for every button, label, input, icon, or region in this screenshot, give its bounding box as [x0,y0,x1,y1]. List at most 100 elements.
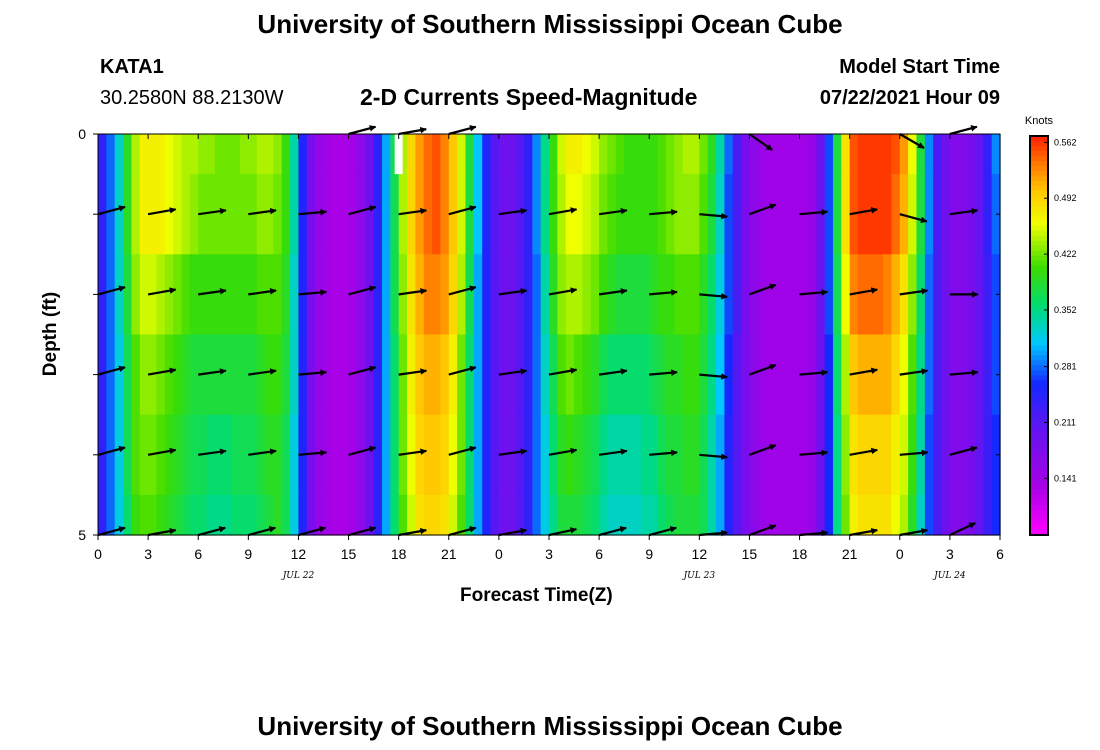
heatmap-cell [273,494,283,536]
heatmap-cell [189,174,199,255]
heatmap-cell [866,414,876,496]
heatmap-cell [156,254,166,336]
heatmap-cell [816,254,826,336]
current-vector-arrow [348,125,377,136]
heatmap-cell [590,494,600,536]
heatmap-cell [515,494,525,536]
heatmap-cell [674,134,684,175]
heatmap-cell [231,334,241,416]
heatmap-cell [331,174,341,255]
heatmap-cell [774,134,784,175]
heatmap-cell [716,414,725,496]
heatmap-cell [690,494,700,536]
colorbar-tick-label: 0.352 [1054,305,1077,315]
heatmap-cell [373,134,383,175]
heatmap-cell [164,494,174,536]
current-vector-arrow [699,293,728,300]
heatmap-cell [523,334,533,416]
heatmap-cell [365,494,375,536]
heatmap-cell [632,334,642,416]
heatmap-cell [858,174,867,255]
heatmap-cell [265,334,274,416]
heatmap-cell [398,134,408,175]
heatmap-cell [540,334,550,416]
heatmap-cell [423,254,433,336]
heatmap-cell [306,174,316,255]
heatmap-cell [189,134,199,175]
heatmap-cell [607,254,617,336]
x-tick-label: 9 [645,546,653,562]
heatmap-cell [582,414,592,496]
heatmap-cell [824,134,834,175]
colorbar-swatch [1030,210,1048,217]
heatmap-cell [565,494,575,536]
heatmap-cell [440,494,450,536]
heatmap-cell [958,134,968,175]
heatmap-cell [214,254,224,336]
heatmap-cell [607,494,617,536]
x-tick-label: 3 [144,546,152,562]
heatmap-cell [214,174,224,255]
heatmap-cell [281,134,291,175]
heatmap-cell [139,174,149,255]
heatmap-cell [106,174,116,255]
heatmap-cell [306,254,316,336]
heatmap-cell [590,414,600,496]
colorbar-swatch [1030,165,1048,172]
colorbar-swatch [1030,170,1048,177]
colorbar-swatch [1030,225,1048,232]
colorbar-swatch [1030,345,1048,352]
heatmap-cell [799,134,809,175]
y-tick-label: 5 [78,527,86,543]
heatmap-cell [373,334,383,416]
heatmap-cell [365,174,375,255]
heatmap-cell [457,414,467,496]
colorbar-swatch [1030,315,1048,322]
colorbar-swatch [1030,365,1048,372]
heatmap-cell [858,254,867,336]
current-vector-arrow [849,287,878,296]
heatmap-cell [465,254,475,336]
heatmap-cell [323,134,333,175]
current-vector-arrow [348,526,377,537]
heatmap-cell [340,254,350,336]
heatmap-cell [966,494,976,536]
heatmap-cell [891,254,901,336]
heatmap-cell [373,414,383,496]
heatmap-cell [674,414,684,496]
colorbar-swatch [1030,445,1048,451]
heatmap-cell [306,414,316,496]
heatmap-cell [265,414,274,496]
current-vector-arrow [498,448,528,456]
heatmap-cell [582,174,592,255]
heatmap-cell [348,334,358,416]
heatmap-cell [340,414,350,496]
heatmap-cell [273,414,283,496]
heatmap-cell [348,174,358,255]
current-vector-arrow [498,368,528,376]
heatmap-cell [390,254,400,336]
heatmap-cell [590,254,600,336]
y-axis-title: Depth (ft) [40,291,61,377]
heatmap-cell [315,174,325,255]
heatmap-cell [883,254,893,336]
heatmap-cell [607,134,617,175]
heatmap-cell [883,334,893,416]
colorbar-swatch [1030,275,1048,282]
colorbar-swatch [1030,340,1048,347]
colorbar-swatch [1030,190,1048,197]
heatmap-cell [716,134,725,175]
current-vector-arrow [448,526,477,537]
heatmap-cell [816,334,826,416]
colorbar-swatch [1030,465,1048,471]
heatmap-cell [131,414,141,496]
current-vector-arrow [949,207,979,216]
current-vector-arrow [198,207,227,216]
heatmap-cell [523,134,533,175]
x-tick-label: 3 [946,546,954,562]
current-vector-arrow [649,449,678,457]
heatmap-cell [331,414,341,496]
colorbar-swatch [1030,485,1048,491]
current-vector-arrow [799,369,829,376]
chart-title: 2-D Currents Speed-Magnitude [360,84,698,110]
